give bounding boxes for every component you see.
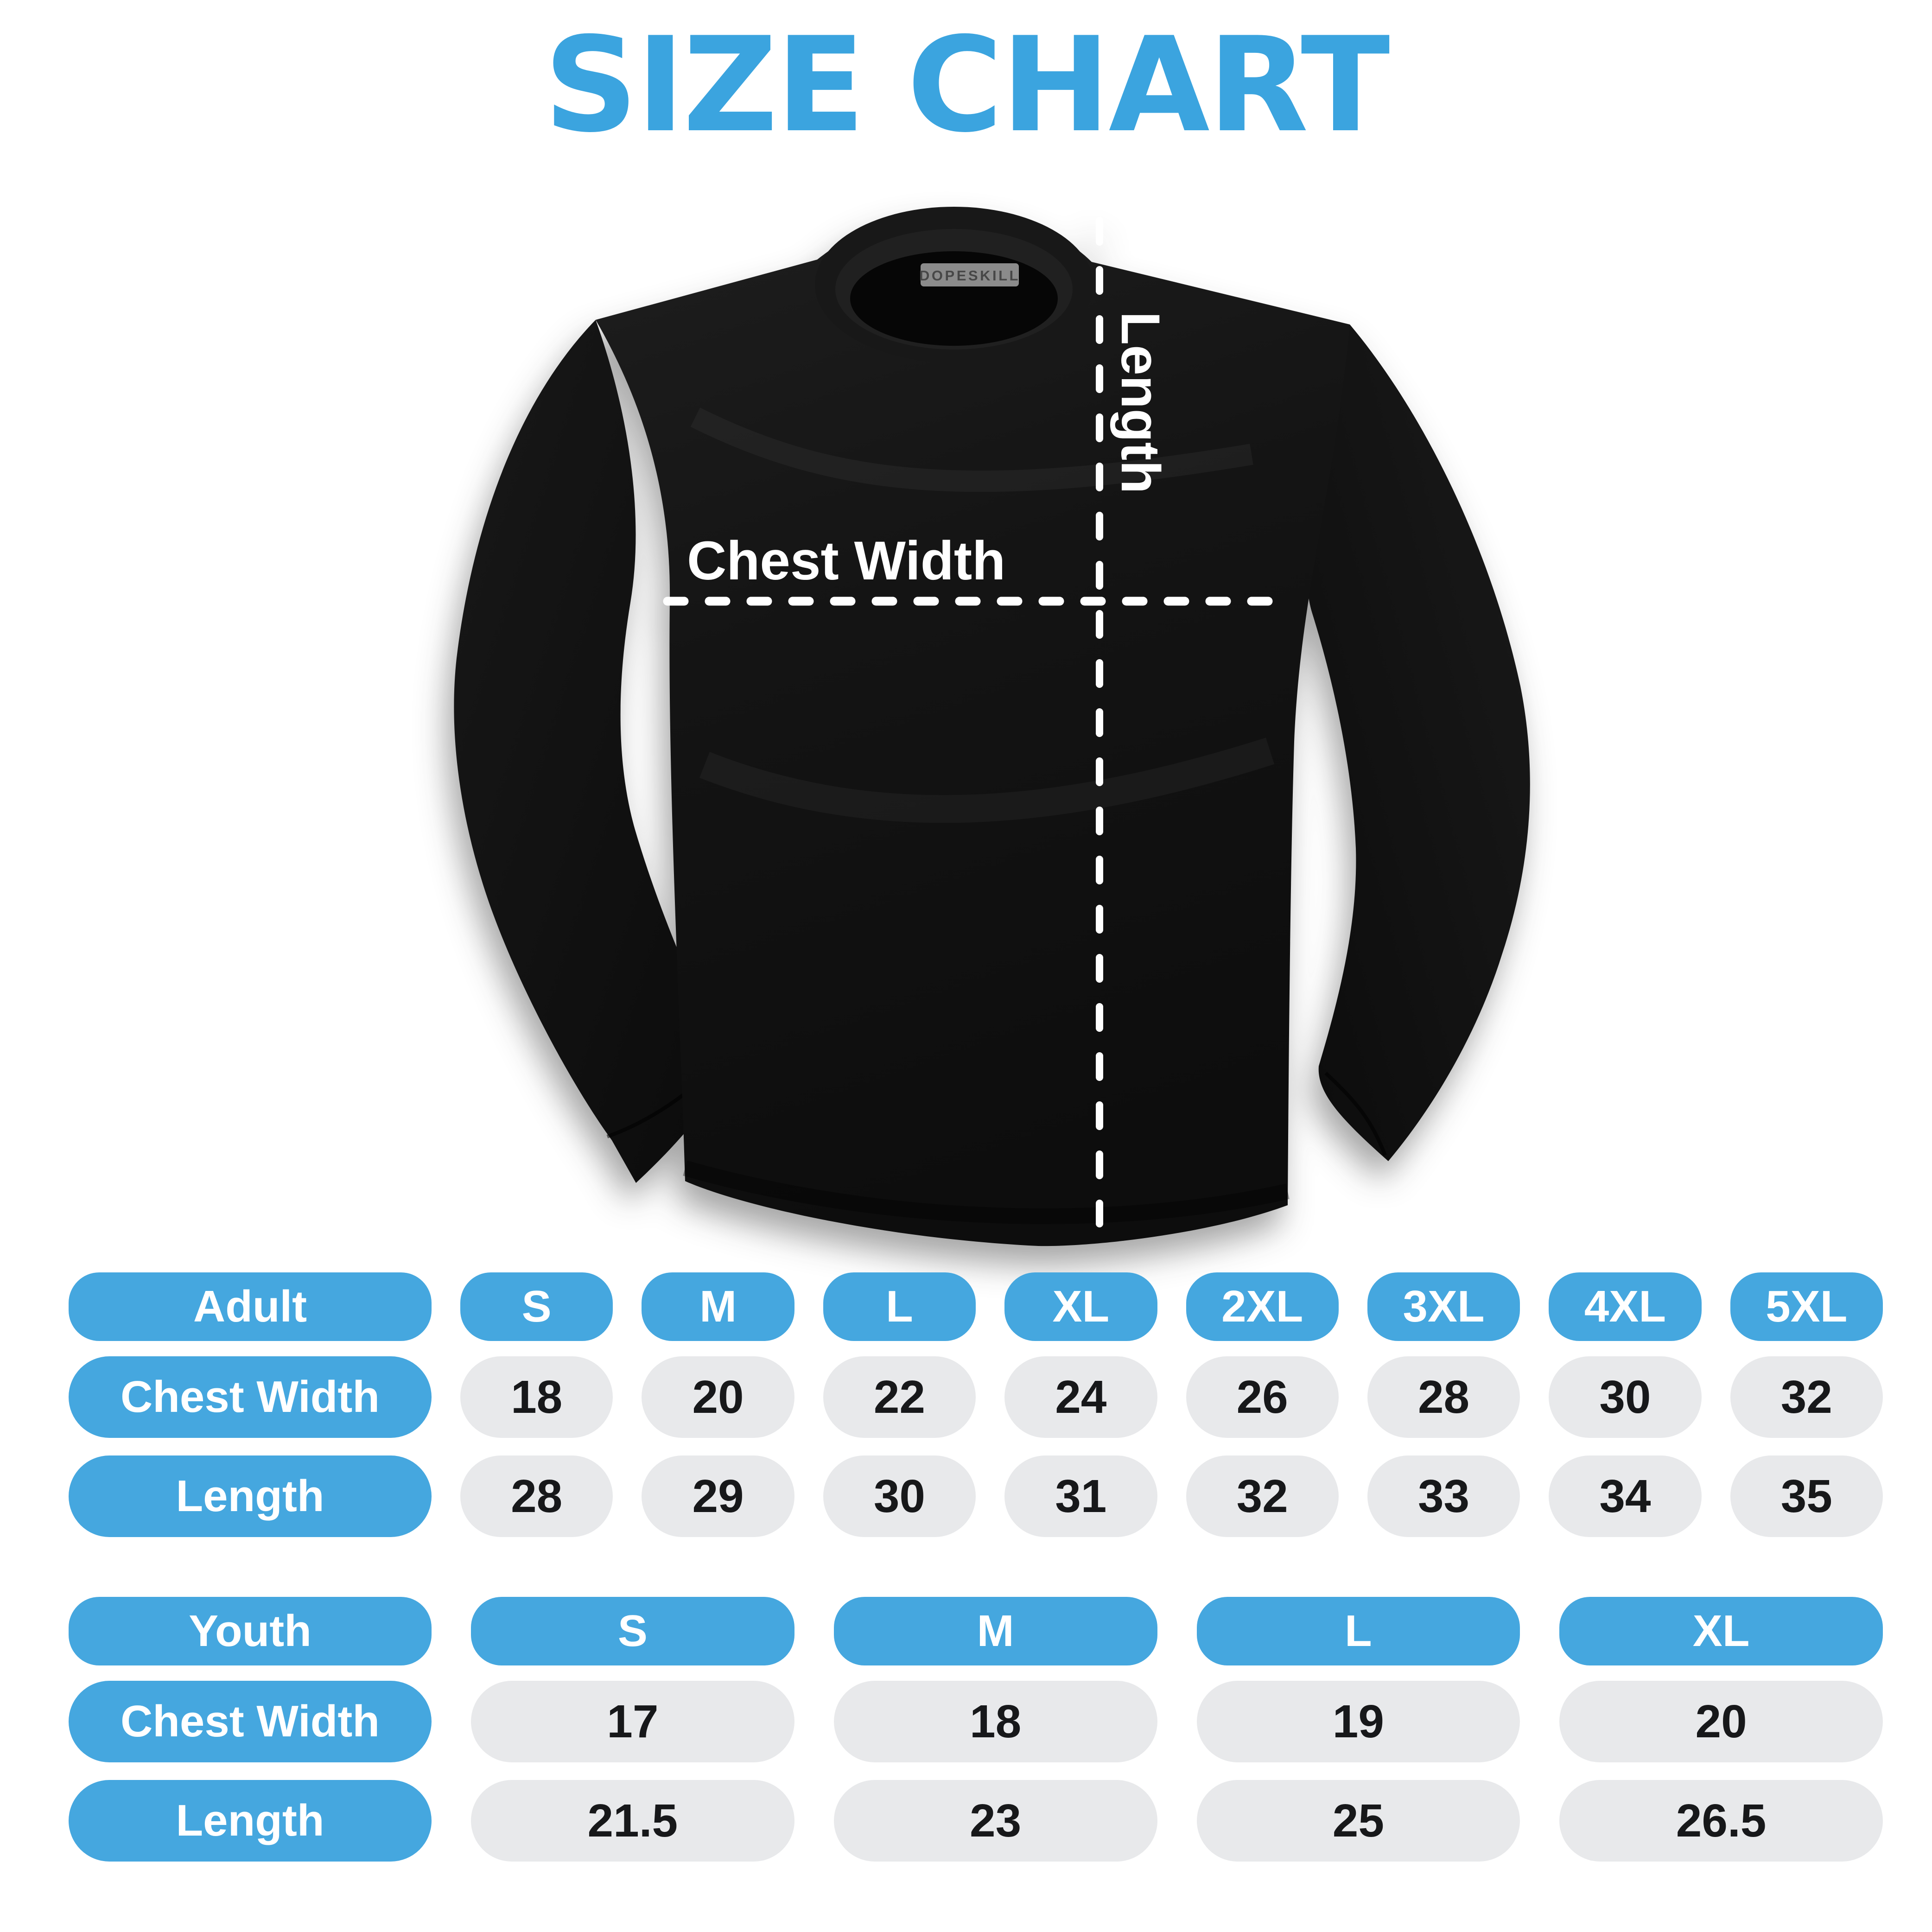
adult-chest-width-value: 22 bbox=[823, 1356, 976, 1438]
youth-chest-width-label: Chest Width bbox=[69, 1681, 432, 1762]
adult-size-table: Adult S M L XL 2XL 3XL 4XL 5XL Chest Wid… bbox=[69, 1272, 1883, 1537]
adult-length-value: 30 bbox=[823, 1455, 976, 1537]
adult-length-value: 28 bbox=[460, 1455, 613, 1537]
youth-size-col-xl: XL bbox=[1559, 1597, 1883, 1665]
adult-size-col-5xl: 5XL bbox=[1730, 1272, 1883, 1341]
adult-size-col-s: S bbox=[460, 1272, 613, 1341]
shirt-left-sleeve bbox=[454, 320, 730, 1183]
adult-chest-width-value: 18 bbox=[460, 1356, 613, 1438]
shirt-right-cuff-seam bbox=[1324, 1072, 1387, 1156]
youth-size-col-s: S bbox=[471, 1597, 794, 1665]
adult-length-value: 34 bbox=[1549, 1455, 1702, 1537]
adult-chest-width-value: 26 bbox=[1186, 1356, 1339, 1438]
adult-chest-width-value: 30 bbox=[1549, 1356, 1702, 1438]
adult-length-row: Length 28 29 30 31 32 33 34 35 bbox=[69, 1455, 1883, 1537]
length-label: Length bbox=[1110, 311, 1171, 494]
adult-chest-width-value: 32 bbox=[1730, 1356, 1883, 1438]
brand-tag-text: DOPESKILL bbox=[919, 267, 1020, 284]
adult-length-value: 32 bbox=[1186, 1455, 1339, 1537]
youth-chest-width-value: 18 bbox=[833, 1681, 1157, 1762]
shirt-fold-highlight bbox=[690, 407, 1253, 492]
youth-length-row: Length 21.5 23 25 26.5 bbox=[69, 1780, 1883, 1862]
youth-size-col-l: L bbox=[1196, 1597, 1520, 1665]
youth-chest-width-value: 19 bbox=[1196, 1681, 1520, 1762]
shirt-right-sleeve bbox=[1306, 324, 1530, 1161]
youth-length-value: 23 bbox=[833, 1780, 1157, 1862]
adult-length-label: Length bbox=[69, 1455, 432, 1537]
adult-chest-width-row: Chest Width 18 20 22 24 26 28 30 32 bbox=[69, 1356, 1883, 1438]
adult-length-value: 33 bbox=[1367, 1455, 1520, 1537]
brand-tag bbox=[921, 263, 1019, 286]
adult-size-col-m: M bbox=[642, 1272, 794, 1341]
shirt-fold-highlight bbox=[699, 737, 1275, 823]
youth-group-label: Youth bbox=[69, 1597, 432, 1665]
page-title: SIZE CHART bbox=[544, 9, 1390, 161]
adult-group-label: Adult bbox=[69, 1272, 432, 1341]
youth-length-label: Length bbox=[69, 1780, 432, 1862]
adult-length-value: 31 bbox=[1004, 1455, 1157, 1537]
adult-size-col-l: L bbox=[823, 1272, 976, 1341]
adult-length-value: 29 bbox=[642, 1455, 794, 1537]
adult-chest-width-value: 24 bbox=[1004, 1356, 1157, 1438]
chest-width-label: Chest Width bbox=[687, 530, 1005, 591]
youth-length-value: 21.5 bbox=[471, 1780, 794, 1862]
adult-size-col-2xl: 2XL bbox=[1186, 1272, 1339, 1341]
adult-chest-width-value: 20 bbox=[642, 1356, 794, 1438]
youth-length-value: 25 bbox=[1196, 1780, 1520, 1862]
youth-chest-width-value: 17 bbox=[471, 1681, 794, 1762]
adult-chest-width-label: Chest Width bbox=[69, 1356, 432, 1438]
youth-chest-width-row: Chest Width 17 18 19 20 bbox=[69, 1681, 1883, 1762]
youth-length-value: 26.5 bbox=[1559, 1780, 1883, 1862]
adult-size-col-xl: XL bbox=[1004, 1272, 1157, 1341]
adult-size-col-3xl: 3XL bbox=[1367, 1272, 1520, 1341]
adult-chest-width-value: 28 bbox=[1367, 1356, 1520, 1438]
shirt-figure: DOPESKILL Chest Width Length bbox=[454, 207, 1530, 1246]
adult-size-col-4xl: 4XL bbox=[1549, 1272, 1702, 1341]
youth-size-table: Youth S M L XL Chest Width 17 18 19 20 L… bbox=[69, 1597, 1883, 1862]
youth-chest-width-value: 20 bbox=[1559, 1681, 1883, 1762]
shirt-torso bbox=[596, 208, 1350, 1246]
youth-size-col-m: M bbox=[833, 1597, 1157, 1665]
shirt-fold-shadow bbox=[683, 1160, 1290, 1224]
adult-header-row: Adult S M L XL 2XL 3XL 4XL 5XL bbox=[69, 1272, 1883, 1341]
youth-header-row: Youth S M L XL bbox=[69, 1597, 1883, 1665]
adult-length-value: 35 bbox=[1730, 1455, 1883, 1537]
